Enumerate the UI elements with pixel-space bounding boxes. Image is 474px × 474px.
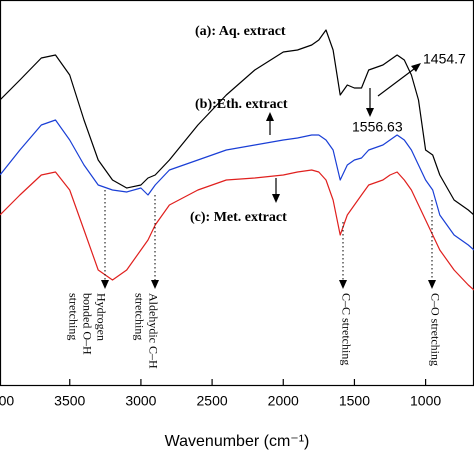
x-axis-label: Wavenumber (cm⁻¹): [165, 433, 310, 450]
band-label: Aldehydic C–H: [146, 293, 160, 369]
x-tick-label: 1500: [339, 393, 370, 409]
arrows: [101, 63, 436, 289]
band-label: stretching: [132, 293, 146, 340]
band-label: Hydrogen: [94, 293, 108, 341]
series-line: [0, 119, 474, 251]
series-label: (a): Aq. extract: [195, 24, 286, 39]
x-tick-label: 4000: [0, 393, 14, 409]
band-label: stretching: [66, 293, 80, 340]
series-line: [0, 169, 474, 291]
x-tick-label: 2000: [268, 393, 299, 409]
series-label: (c): Met. extract: [190, 210, 287, 225]
x-tick-label: 2500: [197, 393, 228, 409]
band-label: C–C stretching: [339, 293, 353, 365]
band-label: bonded O–H: [80, 293, 94, 355]
plot-area: [0, 29, 474, 291]
peak-label: 1556.63: [352, 119, 403, 135]
x-tick-label: 3000: [125, 393, 156, 409]
series-label: (b):Eth. extract: [195, 97, 288, 112]
peak-label: 1454.7: [423, 51, 466, 67]
x-tick-label: 3500: [54, 393, 85, 409]
series-line: [0, 29, 474, 216]
x-tick-label: 1000: [410, 393, 441, 409]
band-label: C–O stretching: [428, 293, 442, 366]
